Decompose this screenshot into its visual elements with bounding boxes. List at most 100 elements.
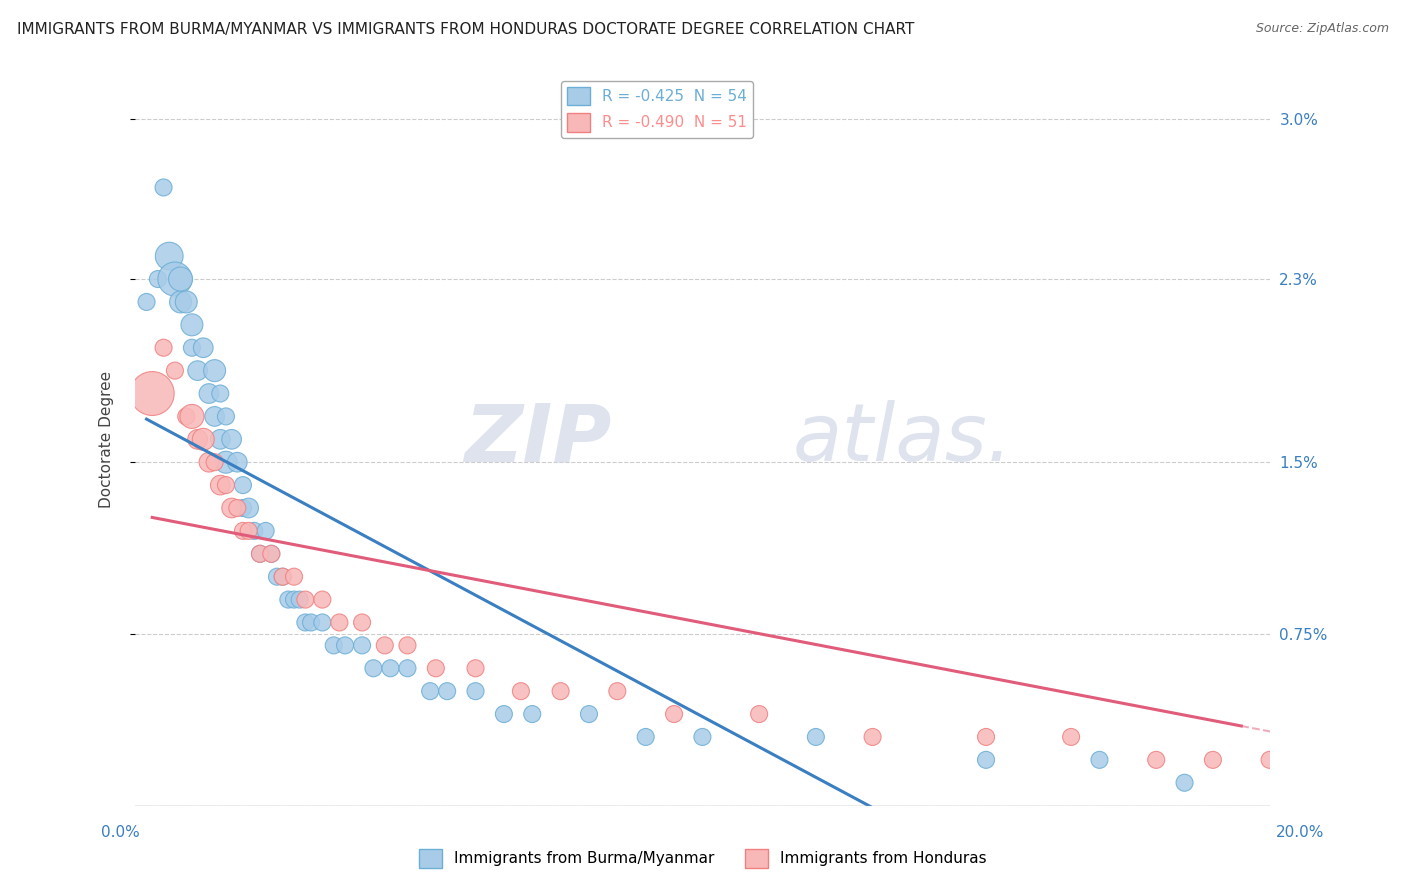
Point [1088,753,1111,767]
Point [193,341,215,355]
Point [550,684,572,698]
Text: ZIP: ZIP [464,401,612,478]
Point [232,501,254,516]
Point [249,547,271,561]
Point [226,455,249,469]
Point [1144,753,1167,767]
Point [152,341,174,355]
Text: 0.0%: 0.0% [101,825,141,840]
Point [294,592,316,607]
Point [174,294,197,309]
Point [283,592,305,607]
Point [180,341,202,355]
Point [374,639,396,653]
Point [221,501,243,516]
Point [464,684,486,698]
Point [157,249,180,263]
Point [804,730,827,744]
Point [260,547,283,561]
Point [204,455,226,469]
Point [180,409,202,424]
Point [260,547,283,561]
Point [163,272,186,286]
Point [232,478,254,492]
Legend: R = -0.425  N = 54, R = -0.490  N = 51: R = -0.425 N = 54, R = -0.490 N = 51 [561,80,754,137]
Point [249,547,271,561]
Point [692,730,714,744]
Point [243,524,266,538]
Point [198,455,221,469]
Point [974,753,997,767]
Point [322,639,344,653]
Point [215,455,238,469]
Point [352,615,374,630]
Point [198,386,221,401]
Point [221,432,243,446]
Point [1315,776,1337,790]
Point [294,615,316,630]
Point [169,272,191,286]
Point [464,661,486,675]
Point [141,386,163,401]
Point [226,501,249,516]
Point [283,570,305,584]
Point [509,684,531,698]
Point [436,684,458,698]
Point [254,524,277,538]
Point [522,707,544,722]
Point [425,661,447,675]
Point [1173,776,1195,790]
Point [299,615,322,630]
Point [135,294,157,309]
Point [271,570,294,584]
Point [204,409,226,424]
Point [606,684,628,698]
Point [180,318,202,332]
Point [492,707,515,722]
Point [209,386,232,401]
Point [862,730,884,744]
Point [271,570,294,584]
Point [288,592,311,607]
Text: atlas.: atlas. [793,401,1014,478]
Point [363,661,385,675]
Point [215,409,238,424]
Point [204,363,226,377]
Point [974,730,997,744]
Point [174,409,197,424]
Point [578,707,600,722]
Point [634,730,657,744]
Point [1202,753,1225,767]
Point [396,661,419,675]
Point [396,639,419,653]
Point [662,707,685,722]
Point [333,639,356,653]
Text: 20.0%: 20.0% [1277,825,1324,840]
Point [419,684,441,698]
Point [1060,730,1083,744]
Point [266,570,288,584]
Y-axis label: Doctorate Degree: Doctorate Degree [100,371,114,508]
Point [232,524,254,538]
Text: Source: ZipAtlas.com: Source: ZipAtlas.com [1256,22,1389,36]
Point [238,524,260,538]
Point [380,661,402,675]
Text: IMMIGRANTS FROM BURMA/MYANMAR VS IMMIGRANTS FROM HONDURAS DOCTORATE DEGREE CORRE: IMMIGRANTS FROM BURMA/MYANMAR VS IMMIGRA… [17,22,914,37]
Point [311,615,333,630]
Point [311,592,333,607]
Point [152,180,174,194]
Point [277,592,299,607]
Point [187,432,209,446]
Point [1372,776,1395,790]
Point [163,363,186,377]
Point [209,432,232,446]
Point [215,478,238,492]
Point [146,272,169,286]
Point [193,432,215,446]
Point [238,501,260,516]
Point [748,707,770,722]
Legend: Immigrants from Burma/Myanmar, Immigrants from Honduras: Immigrants from Burma/Myanmar, Immigrant… [413,843,993,873]
Point [1258,753,1281,767]
Point [187,363,209,377]
Point [352,639,374,653]
